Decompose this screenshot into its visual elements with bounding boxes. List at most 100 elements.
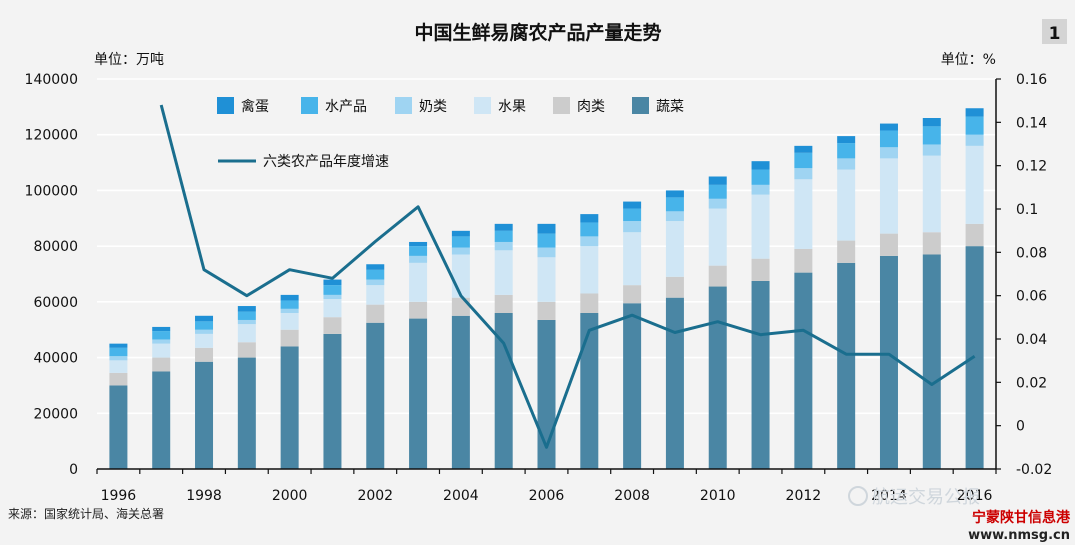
chart-title: 中国生鲜易腐农产品产量走势 [414,21,661,44]
bar-vegetables-2000 [280,346,299,469]
bar-fruit-1997 [152,343,171,358]
bar-fruit-2007 [580,246,599,294]
source-note: 来源：国家统计局、海关总署 [8,506,164,521]
y-tick-label-right: -0.02 [1016,462,1052,478]
bar-vegetables-2014 [879,255,898,469]
bar-fruit-2002 [366,285,385,305]
bar-milk-2007 [580,236,599,247]
bar-fruit-1999 [237,324,256,343]
bar-fruit-2003 [409,262,428,302]
bar-fruit-2010 [708,208,727,266]
bar-milk-2001 [323,294,342,300]
bar-vegetables-2007 [580,313,599,469]
bar-meat-2000 [280,329,299,347]
bar-aquatic-2013 [837,143,856,159]
bar-stack-2009 [665,190,684,469]
bar-milk-2009 [665,211,684,222]
bar-meat-2002 [366,304,385,323]
bar-aquatic-2009 [665,197,684,212]
bar-vegetables-1998 [195,361,214,469]
bar-poultry_egg-2009 [665,190,684,198]
bar-meat-2005 [494,294,513,313]
x-axis-ticks: 1996 1998 2000 2002 2004 2006 2008 2010 2012 2014… [96,469,997,504]
bar-stack-1999 [237,306,256,469]
bar-poultry_egg-1999 [237,306,256,312]
bar-poultry_egg-2004 [451,230,470,237]
x-tick-label: 2010 [700,488,736,504]
bar-meat-2007 [580,293,599,313]
x-tick-label: 2000 [272,488,308,504]
legend-swatch-vegetables [632,97,649,114]
bar-fruit-2012 [794,179,813,249]
bar-milk-2006 [537,247,556,258]
y-tick-label-right: 0 [1016,419,1025,435]
bar-stack-2004 [451,230,470,469]
bar-fruit-1996 [109,360,128,373]
bar-vegetables-2008 [623,303,642,469]
bar-aquatic-2008 [623,208,642,222]
bar-vegetables-2010 [708,286,727,469]
bar-fruit-2004 [451,254,470,298]
bar-poultry_egg-2011 [751,161,770,170]
x-tick-label: 2006 [529,488,565,504]
bar-vegetables-1996 [109,385,128,469]
x-tick-label: 2016 [957,488,993,504]
bar-poultry_egg-2006 [537,223,556,234]
legend-label-poultry_egg: 禽蛋 [241,98,269,115]
growth-line-path [159,104,976,449]
bar-milk-2004 [451,247,470,255]
page-number: 1 [1049,24,1061,44]
bar-milk-2013 [837,158,856,170]
bar-milk-2015 [922,144,941,156]
watermark-site-name: 宁蒙陕甘信息港 [972,509,1071,526]
bar-fruit-2001 [323,299,342,318]
y-tick-label-left: 100000 [25,183,78,199]
bar-poultry_egg-2015 [922,118,941,127]
bar-meat-2003 [409,301,428,319]
bar-stack-2007 [580,214,599,469]
bar-meat-2010 [708,265,727,287]
bar-aquatic-2004 [451,236,470,248]
bar-aquatic-1999 [237,311,256,320]
bar-aquatic-1997 [152,331,171,340]
y-axis-right: -0.02 0 0.02 0.04 0.06 0.08 0.1 0.12 0.14 0.16 [996,72,1052,478]
x-tick-label: 2002 [357,488,393,504]
bar-poultry_egg-2012 [794,145,813,153]
bar-poultry_egg-1996 [109,343,128,348]
x-tick-label: 2004 [443,488,479,504]
bar-aquatic-2015 [922,126,941,145]
bar-poultry_egg-2014 [879,123,898,131]
bar-meat-2011 [751,258,770,281]
y-axis-unit-left: 单位：万吨 [94,52,164,68]
y-tick-label-left: 60000 [33,295,78,311]
bar-milk-2010 [708,198,727,209]
y-tick-label-left: 0 [69,462,78,478]
bar-milk-1998 [195,329,214,334]
y-tick-label-right: 0.16 [1016,72,1047,88]
y-axis-left: 0 20000 40000 60000 80000 100000 120000 140000 [25,72,78,478]
bar-milk-2011 [751,184,770,195]
bar-vegetables-2001 [323,333,342,469]
bar-stack-2016 [965,108,984,469]
bar-milk-1999 [237,319,256,325]
bar-vegetables-2003 [409,318,428,469]
bar-meat-2009 [665,276,684,298]
bar-milk-2002 [366,279,385,286]
bar-stack-1996 [109,343,128,469]
bar-aquatic-2001 [323,285,342,295]
bar-milk-2000 [280,308,299,313]
bar-aquatic-2010 [708,184,727,199]
bar-vegetables-2015 [922,254,941,469]
bar-stack-2014 [879,123,898,469]
y-tick-label-right: 0.14 [1016,115,1047,131]
watermark: 航运交易公报 宁蒙陕甘信息港 www.nmsg.cn [848,486,1071,543]
bar-fruit-2015 [922,155,941,233]
legend-swatch-milk [395,97,412,114]
y-tick-label-left: 140000 [25,72,78,88]
legend-label-fruit: 水果 [498,99,526,115]
bar-aquatic-1998 [195,321,214,330]
y-tick-label-right: 0.08 [1016,245,1047,261]
bar-vegetables-2011 [751,280,770,469]
y-tick-label-right: 0.1 [1016,202,1038,218]
